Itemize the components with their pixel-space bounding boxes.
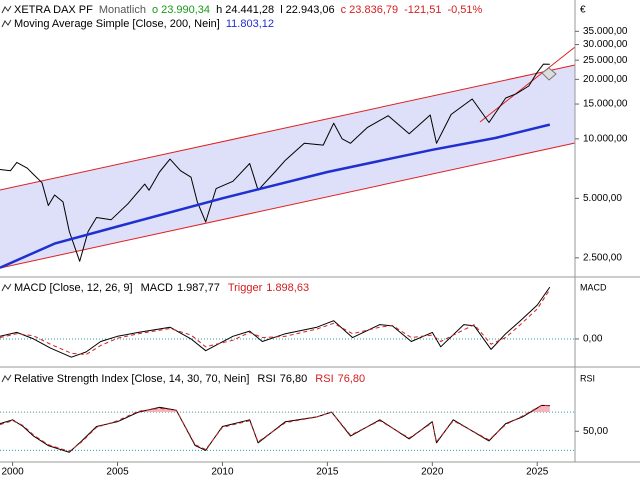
y-tick-label: 15.000,00 [583,99,628,110]
axis-label: MACD [580,282,607,292]
legend: Moving Average Simple [Close, 200, Nein]… [14,18,274,30]
header: XETRA DAX PF Monatlich o 23.990,34 h 24.441… [14,4,483,16]
x-tick-label: 2000 [1,467,24,478]
y-tick-label: 30.000,00 [583,39,628,50]
legend-icon [1,5,12,14]
legend-name: Moving Average Simple [Close, 200, Nein] [14,18,220,30]
y-tick-label: 25.000,00 [583,55,628,66]
y-tick-label: 2.500,00 [583,252,622,263]
series-line [0,289,551,356]
trend-channel [0,46,576,269]
marker [541,67,557,81]
legend-value: 76,80 [338,373,366,385]
x-tick-label: 2015 [316,467,339,478]
y-tick-label: 35.000,00 [583,26,628,37]
legend-name: MACD [141,282,173,294]
x-tick-label: 2010 [211,467,234,478]
panel-title: Relative Strength Index [Close, 14, 30, … [14,373,249,385]
channel-fill [0,65,575,268]
x-tick-label: 2005 [106,467,129,478]
quote: l 22.943,06 [280,4,334,16]
series-line [0,63,550,262]
legend-name: RSI [257,373,275,385]
channel-lower [0,142,576,269]
legend-name: Trigger [228,282,263,294]
quote: c 23.836,79 [341,4,399,16]
legend-value: 1.898,63 [266,282,309,294]
frame [0,0,640,463]
legend: Relative Strength Index [Close, 14, 30, … [14,373,365,385]
legend-icon [1,374,12,383]
symbol: XETRA DAX PF [14,4,93,16]
series-line [0,404,550,453]
series-line [0,123,551,269]
quote: -121,51 [404,4,441,16]
x-tick-label: 2020 [421,467,444,478]
x-tick-label: 2025 [526,467,549,478]
legend-icon [1,19,12,28]
axis-label: RSI [580,373,595,383]
panel-title: MACD [Close, 12, 26, 9] [14,282,133,294]
y-tick-label: 0,00 [583,334,603,345]
y-tick-label: 20.000,00 [583,74,628,85]
channel-upper [0,64,576,191]
plot-layer: 2.500,00 5.000,00 10.000,00 15.000,00 20.000… [0,4,628,478]
interval: Monatlich [99,4,146,16]
y-tick-label: 50,00 [583,426,608,437]
legend: MACD [Close, 12, 26, 9] MACD 1.987,77 Trigg… [14,282,309,294]
legend-icon [1,283,12,292]
legend-value: 1.987,77 [177,282,220,294]
series-line [0,286,551,358]
series-line [0,404,550,452]
quote: h 24.441,28 [216,4,274,16]
legend-value: 76,80 [280,373,308,385]
trend-line [479,46,576,123]
legend-value: 11.803,12 [226,18,274,30]
y-tick-label: 5.000,00 [583,193,622,204]
quote: o 23.990,34 [152,4,210,16]
legend-name: RSI [315,373,333,385]
quote: -0,51% [447,4,482,16]
currency: € [580,5,586,16]
y-tick-label: 10.000,00 [583,133,628,144]
